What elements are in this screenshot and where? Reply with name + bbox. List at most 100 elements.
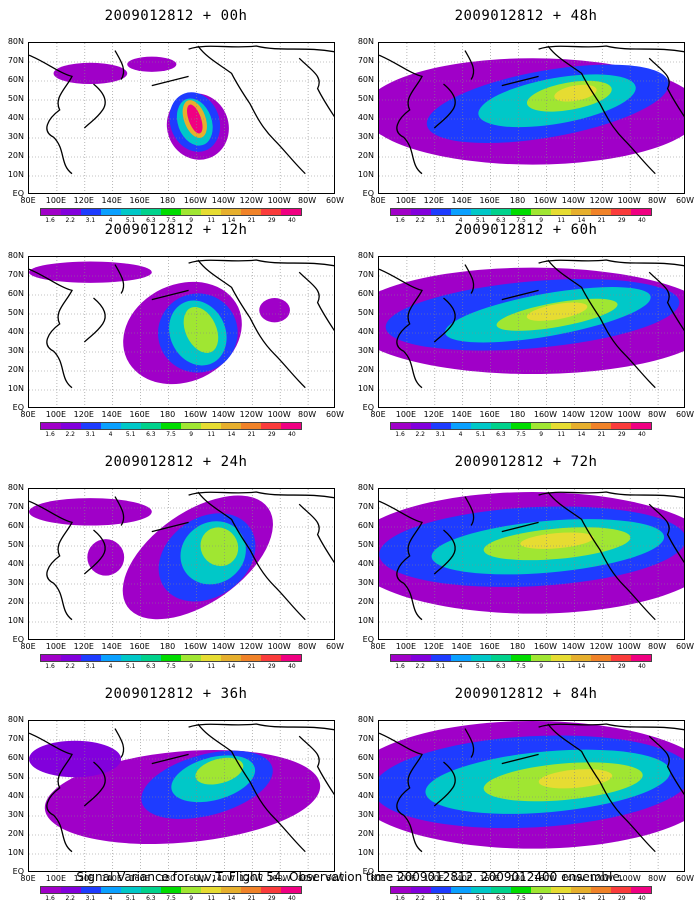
colorbar-label: 14 — [577, 663, 586, 670]
longitude-tick-label: 60W — [325, 410, 345, 419]
longitude-tick-label: 100W — [617, 874, 641, 883]
latitude-tick-label: 10N — [7, 616, 24, 625]
latitude-tick-label: 50N — [357, 94, 374, 103]
coastline — [114, 496, 125, 526]
longitude-tick-label: 120W — [239, 196, 263, 205]
longitude-tick-label: 100W — [617, 410, 641, 419]
latitude-tick-label: 60N — [357, 289, 374, 298]
colorbar-swatch — [491, 887, 511, 893]
colorbar-label: 6.3 — [146, 431, 156, 438]
colorbar-label: 2.2 — [415, 217, 425, 224]
colorbar-swatch — [451, 887, 471, 893]
colorbar-label: 3.1 — [435, 663, 446, 670]
coastline — [648, 503, 684, 564]
longitude-tick-label: 140W — [211, 196, 235, 205]
colorbar-swatch — [61, 887, 81, 893]
colorbar-label: 4 — [108, 663, 113, 670]
longitude-tick-label: 100W — [617, 196, 641, 205]
colorbar-swatch — [61, 655, 81, 661]
latitude-tick-label: 70N — [357, 734, 374, 743]
longitude-tick-label: 80W — [648, 410, 667, 419]
longitude-tick-label: 160E — [479, 642, 500, 651]
coastline — [151, 753, 189, 765]
longitude-tick-label: 80E — [20, 410, 36, 419]
colorbar-swatch — [141, 423, 161, 429]
coastline — [83, 529, 106, 575]
colorbar-label: 5.1 — [475, 217, 486, 224]
longitude-tick-label: 120E — [73, 874, 94, 883]
colorbar-label: 40 — [638, 431, 646, 438]
colorbar-swatch — [611, 655, 631, 661]
latitude-tick-label: EQ — [12, 403, 24, 412]
colorbar-swatch — [611, 423, 631, 429]
colorbar-label: 1.6 — [45, 663, 55, 670]
latitude-tick-label: 60N — [7, 753, 24, 762]
longitude-tick-label: 120E — [73, 642, 94, 651]
coastline — [83, 83, 106, 129]
latitude-tick-label: 40N — [357, 327, 374, 336]
colorbar-swatch — [411, 209, 431, 215]
colorbar-label: 5.1 — [125, 431, 136, 438]
latitude-tick-label: 80N — [7, 715, 24, 724]
colorbar-swatch — [121, 423, 141, 429]
colorbar-swatch — [221, 209, 241, 215]
latitude-tick-label: 20N — [357, 151, 374, 160]
latitude-tick-label: 50N — [7, 308, 24, 317]
colorbar-swatch — [181, 423, 201, 429]
longitude-tick-label: 80E — [20, 874, 36, 883]
longitude-tick-label: 140E — [101, 196, 122, 205]
colorbar-swatch — [281, 423, 301, 429]
map-panel: 2009012812 + 12h 80N 70N 60N 50N 40N 30N 20N 10N… — [6, 214, 346, 438]
colorbar-label: 5.1 — [475, 431, 486, 438]
colorbar-swatch — [241, 209, 261, 215]
colorbar-label: 14 — [577, 217, 586, 224]
coastline — [29, 500, 73, 621]
colorbar-label: 14 — [227, 663, 236, 670]
coastline — [197, 259, 306, 389]
latitude-tick-label: 50N — [7, 94, 24, 103]
map-panel: 2009012812 + 00h 80N 70N 60N 50N 40N 30N 20N 10N… — [6, 0, 346, 224]
coastline — [114, 264, 125, 294]
coastline — [298, 57, 334, 118]
latitude-tick-label: 50N — [7, 772, 24, 781]
longitude-tick-label: 80W — [648, 642, 667, 651]
coastline — [547, 491, 656, 621]
panel-title: 2009012812 + 00h — [104, 8, 248, 24]
colorbar-swatch — [261, 655, 281, 661]
colorbar-label: 6.3 — [496, 663, 506, 670]
colorbar-swatch — [551, 209, 571, 215]
colorbar-swatch — [201, 423, 221, 429]
colorbar-swatch — [81, 423, 101, 429]
latitude-tick-label: EQ — [12, 189, 24, 198]
longitude-tick-label: 140W — [211, 874, 235, 883]
longitude-tick-label: 80W — [298, 642, 317, 651]
longitude-tick-label: 140W — [561, 196, 585, 205]
colorbar-label: 4 — [458, 663, 463, 670]
latitude-tick-label: 70N — [7, 56, 24, 65]
colorbar-label: 11 — [207, 431, 216, 438]
colorbar-swatch — [431, 655, 451, 661]
colorbar-swatch — [261, 423, 281, 429]
longitude-tick-label: 160E — [479, 410, 500, 419]
coastline — [379, 732, 423, 853]
latitude-tick-label: 60N — [7, 521, 24, 530]
longitude-tick-label: 160E — [129, 196, 150, 205]
colorbar-label: 40 — [288, 217, 296, 224]
colorbar-swatch — [261, 887, 281, 893]
colorbar-swatch — [431, 209, 451, 215]
colorbar-swatch — [81, 887, 101, 893]
colorbar-label: 1.6 — [395, 431, 405, 438]
colorbar: 1.6 2.2 3.1 4 5.1 6.3 7.5 9 11 14 21 29 40 — [390, 422, 652, 440]
colorbar-label: 11 — [557, 431, 566, 438]
colorbar-label: 14 — [577, 431, 586, 438]
map-plot-area — [28, 488, 335, 640]
longitude-tick-label: 80E — [20, 196, 36, 205]
colorbar-label: 2.2 — [415, 431, 425, 438]
colorbar-label: 40 — [288, 431, 296, 438]
coastline — [538, 259, 684, 267]
longitude-tick-label: 80W — [298, 196, 317, 205]
colorbar-swatch — [611, 887, 631, 893]
latitude-tick-label: 10N — [357, 384, 374, 393]
panel-title: 2009012812 + 48h — [454, 8, 598, 24]
latitude-tick-label: 60N — [357, 521, 374, 530]
